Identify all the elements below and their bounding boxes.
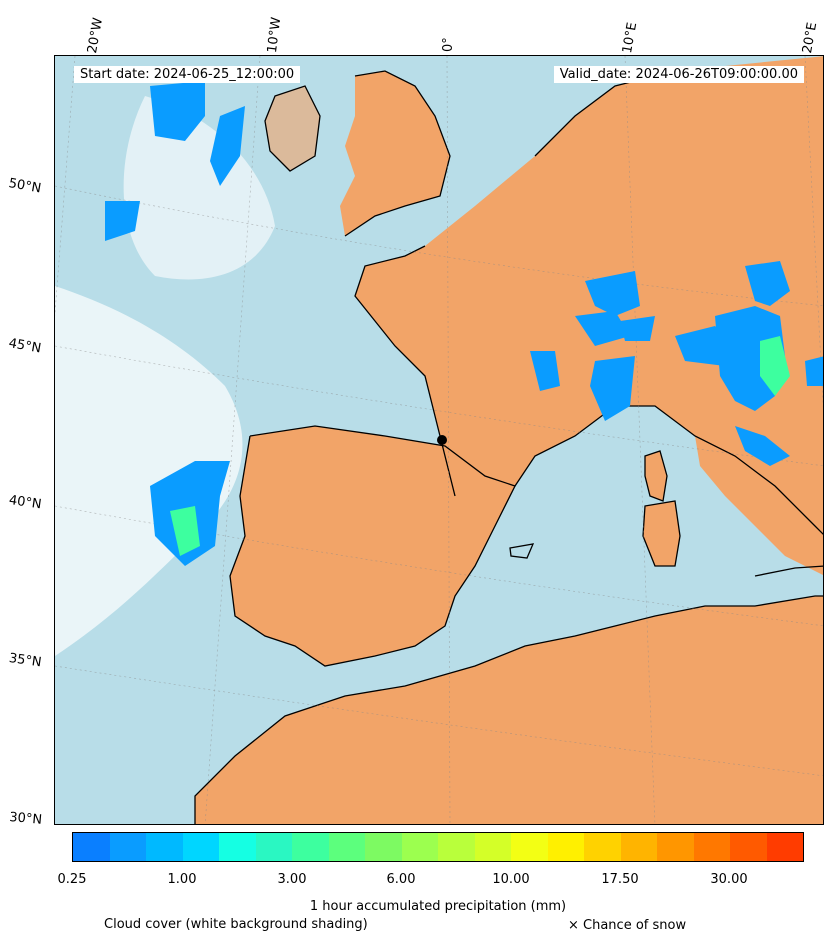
colorbar-tick: 3.00: [277, 872, 307, 887]
colorbar-segment: [255, 833, 292, 861]
land-sardinia: [643, 501, 680, 566]
colorbar-segment: [730, 833, 767, 861]
precipitation-cells: [105, 81, 823, 566]
colorbar-tick: 30.00: [710, 872, 748, 887]
colorbar-segment: [219, 833, 256, 861]
lon-tick-20w: 20°W: [85, 16, 107, 55]
map-panel[interactable]: [54, 55, 824, 825]
colorbar-segment: [401, 833, 438, 861]
colorbar-title: 1 hour accumulated precipitation (mm): [309, 899, 567, 914]
colorbar-segment: [474, 833, 511, 861]
clear-sky-patch: [55, 286, 243, 656]
clear-sky-patch: [123, 96, 275, 280]
valid-date-label: Valid_date: 2024-06-26T09:00:00.00: [553, 66, 804, 83]
city-marker: [437, 435, 447, 445]
lat-tick-45n: 45°N: [7, 336, 43, 357]
land-corsica: [645, 451, 667, 501]
colorbar-segment: [365, 833, 402, 861]
colorbar-segment: [146, 833, 183, 861]
lat-tick-30n: 30°N: [8, 810, 43, 828]
colorbar-tick: 10.00: [492, 872, 530, 887]
land-iberia: [230, 426, 515, 666]
colorbar-segment: [657, 833, 694, 861]
lat-tick-35n: 35°N: [7, 651, 43, 671]
land-ireland: [265, 86, 320, 171]
precipitation-colorbar: [72, 832, 804, 862]
lon-tick-10w: 10°W: [265, 16, 285, 54]
lon-tick-10e: 10°E: [620, 21, 641, 55]
land-north-africa: [195, 596, 823, 824]
colorbar-segment: [693, 833, 730, 861]
colorbar-segment: [292, 833, 329, 861]
map-svg: [55, 56, 823, 824]
colorbar-segment: [438, 833, 475, 861]
colorbar-segment: [328, 833, 365, 861]
cloud-cover-note: Cloud cover (white background shading): [104, 917, 368, 932]
colorbar-segment: [766, 833, 803, 861]
lon-tick-0: 0°: [441, 37, 456, 52]
land-france-central-europe: [355, 56, 823, 536]
colorbar-tick: 17.50: [601, 872, 639, 887]
lat-tick-40n: 40°N: [7, 493, 43, 513]
colorbar-segment: [547, 833, 584, 861]
colorbar-segment: [182, 833, 219, 861]
colorbar-segment: [584, 833, 621, 861]
land-italy: [695, 436, 823, 575]
colorbar-tick: 1.00: [167, 872, 197, 887]
snow-note: × Chance of snow: [568, 918, 687, 933]
coastlines: [194, 70, 823, 824]
land-great-britain: [340, 71, 450, 236]
colorbar-segment: [620, 833, 657, 861]
start-date-label: Start date: 2024-06-25_12:00:00: [74, 66, 301, 83]
colorbar-segment: [73, 833, 110, 861]
lon-tick-20e: 20°E: [800, 21, 821, 55]
colorbar-segment: [109, 833, 146, 861]
lat-tick-50n: 50°N: [7, 176, 43, 197]
colorbar-tick: 6.00: [386, 872, 416, 887]
colorbar-segment: [511, 833, 548, 861]
colorbar-tick: 0.25: [57, 872, 87, 887]
